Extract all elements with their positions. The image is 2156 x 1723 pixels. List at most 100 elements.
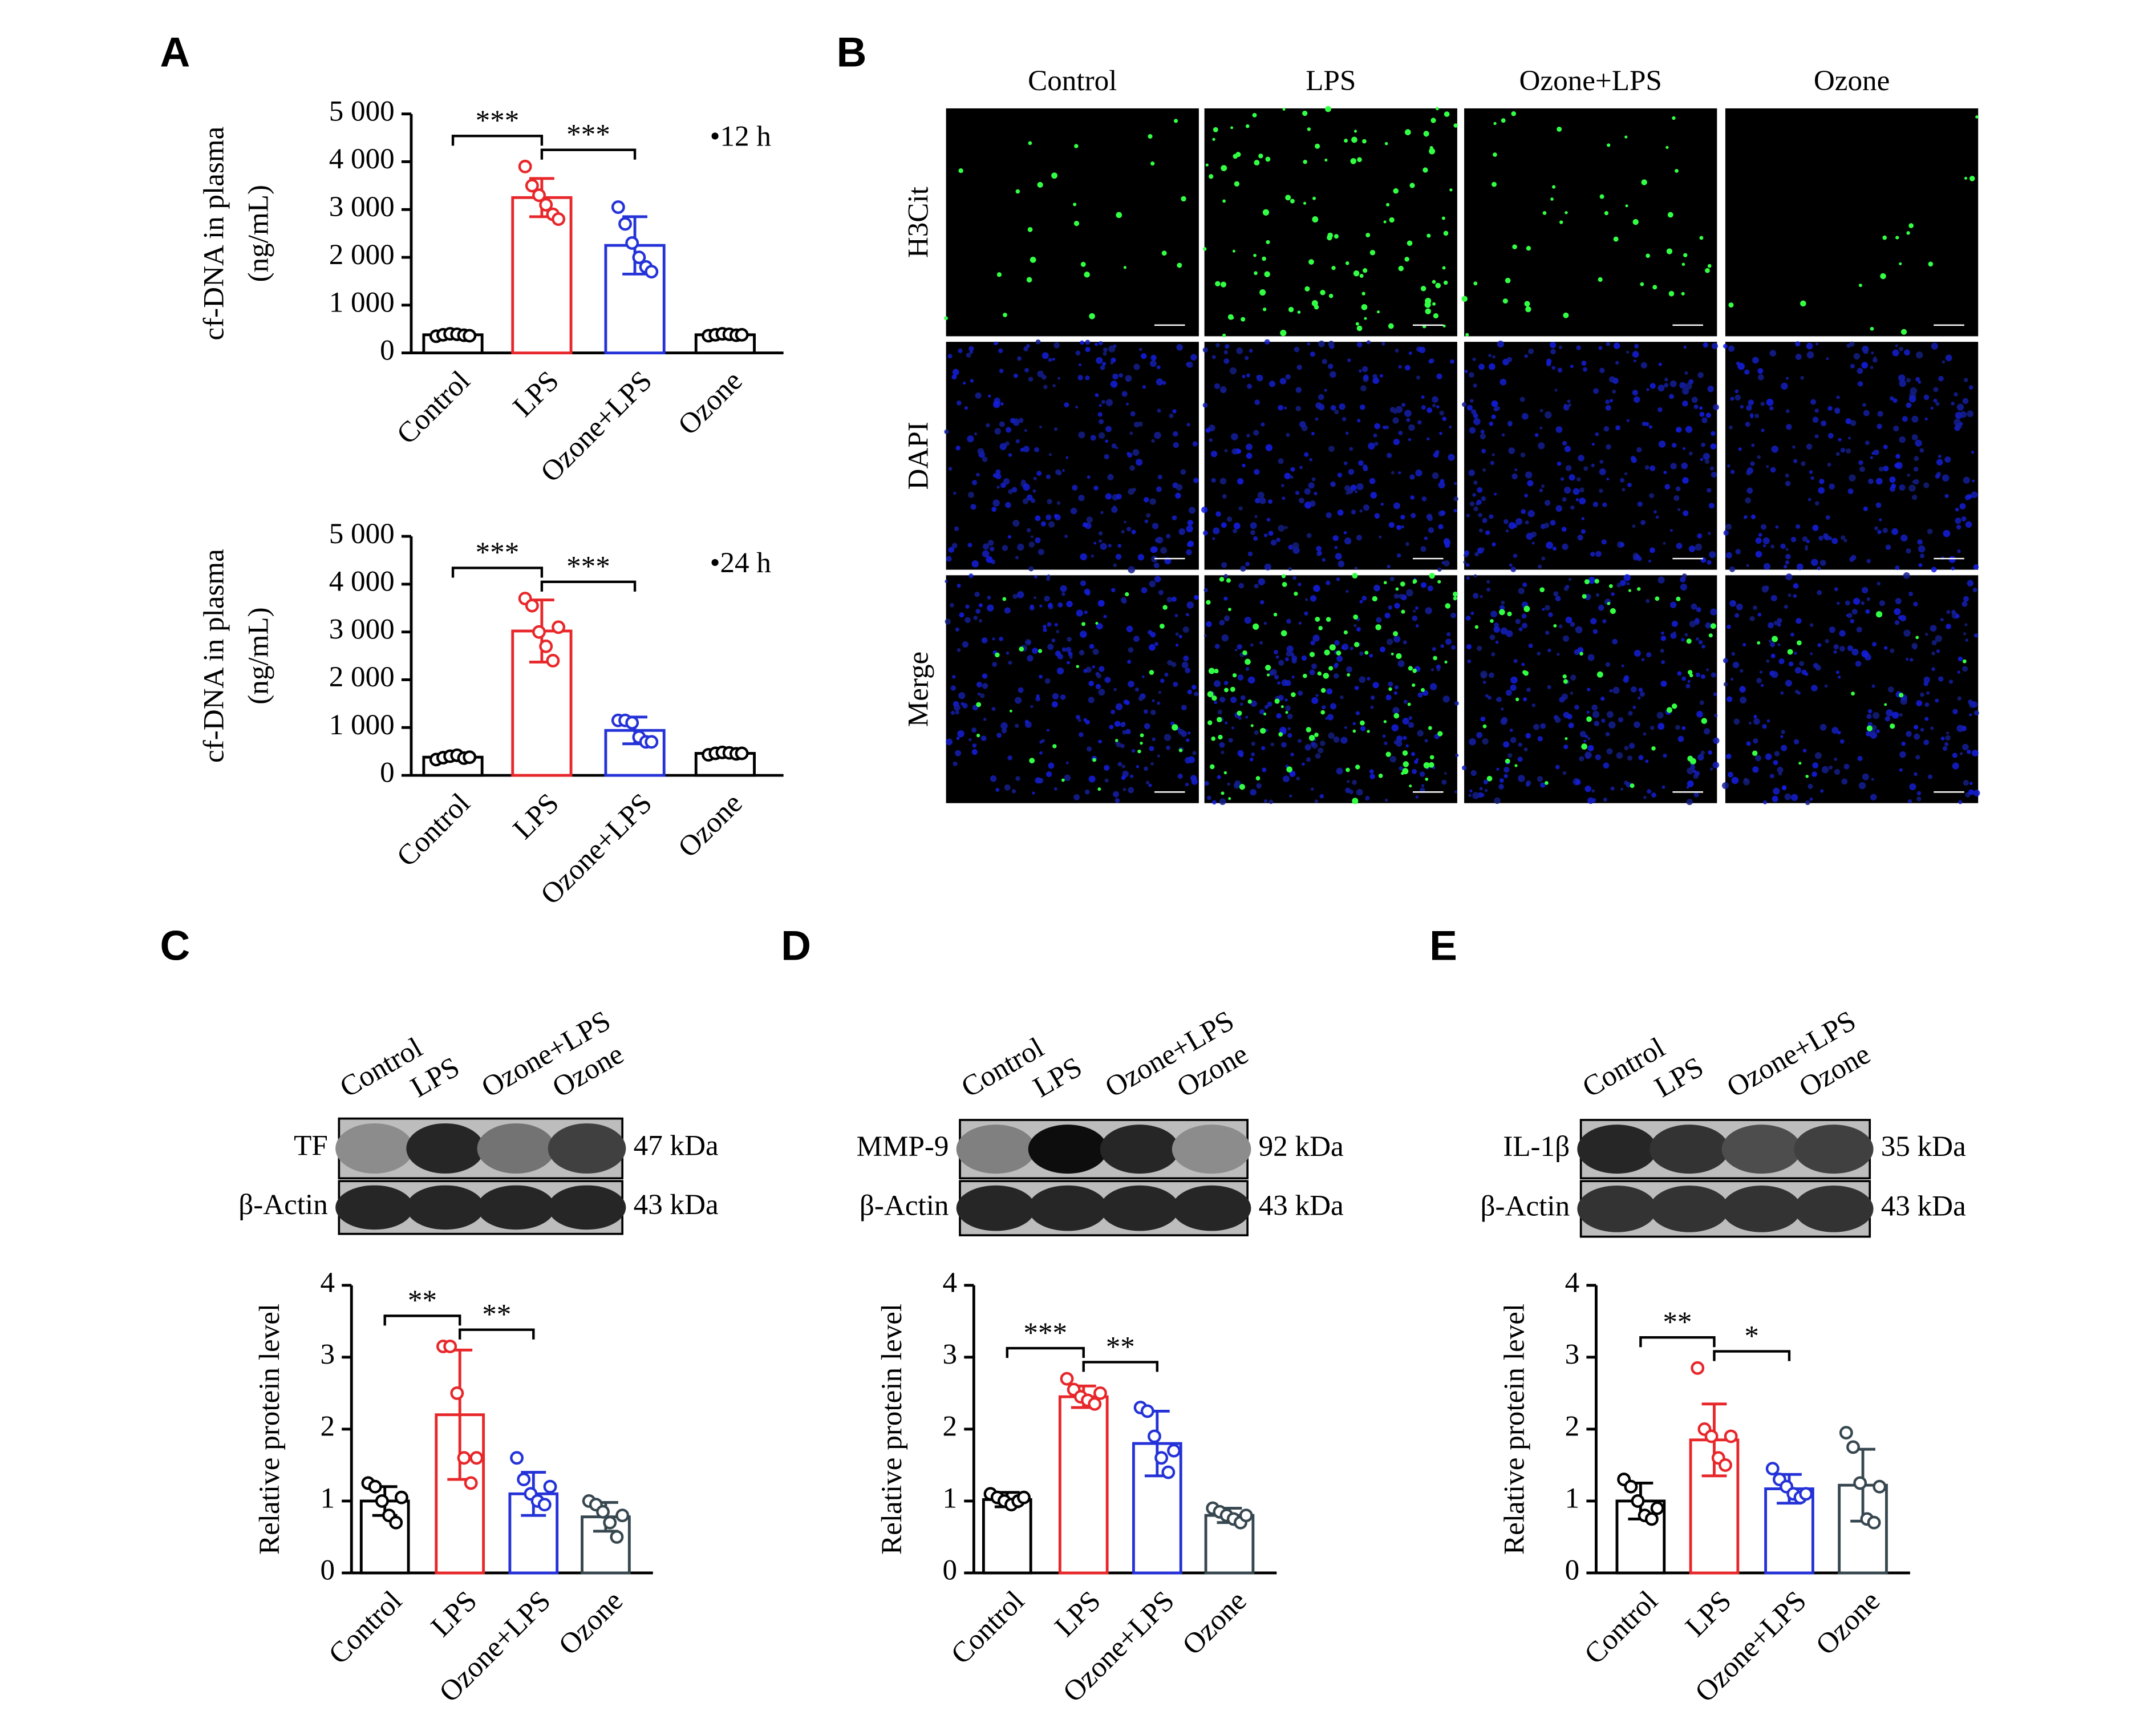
nucleus — [1111, 506, 1118, 513]
h3cit-spot — [1430, 118, 1436, 123]
nucleus — [1142, 385, 1146, 389]
nucleus — [1731, 776, 1739, 784]
nucleus — [1158, 690, 1162, 694]
nucleus — [1862, 587, 1869, 593]
nucleus — [1145, 780, 1150, 784]
nucleus — [1826, 357, 1829, 361]
nucleus — [1391, 471, 1395, 475]
nucleus — [1442, 416, 1447, 421]
h3cit-spot — [1409, 183, 1415, 188]
nucleus — [1290, 652, 1295, 657]
nucleus — [1222, 494, 1227, 499]
nucleus — [1249, 757, 1254, 762]
h3cit-spot — [1473, 281, 1478, 286]
nucleus — [1231, 448, 1238, 455]
nucleus — [1927, 774, 1933, 779]
nucleus — [995, 474, 1002, 480]
nucleus — [1013, 373, 1018, 378]
nucleus — [1298, 583, 1302, 587]
nucleus — [976, 681, 982, 687]
h3cit-spot — [1376, 310, 1380, 314]
nucleus — [1338, 560, 1345, 568]
nucleus — [1440, 510, 1446, 516]
nucleus — [1344, 726, 1347, 729]
h3cit-spot — [1429, 148, 1436, 155]
nucleus — [1310, 787, 1314, 791]
h3cit-spot — [1361, 304, 1368, 310]
nucleus — [1698, 640, 1703, 645]
nucleus — [1664, 383, 1669, 388]
nucleus — [1131, 529, 1136, 535]
nucleus — [1819, 560, 1826, 567]
nucleus — [956, 400, 962, 406]
nucleus — [1727, 464, 1731, 468]
nucleus — [967, 543, 972, 548]
nucleus — [1710, 608, 1717, 616]
nucleus — [1095, 342, 1099, 346]
nucleus — [1507, 420, 1513, 426]
nucleus — [1682, 387, 1689, 395]
nucleus — [1866, 714, 1872, 719]
data-point — [457, 1451, 471, 1465]
nucleus — [1181, 705, 1187, 711]
nucleus — [1263, 621, 1267, 625]
nucleus — [1590, 618, 1597, 625]
nucleus — [1352, 722, 1356, 726]
nucleus — [1527, 348, 1534, 354]
h3cit-spot — [1364, 650, 1369, 655]
nucleus — [1592, 501, 1599, 507]
nucleus — [1262, 767, 1267, 772]
nucleus — [1085, 339, 1091, 345]
nucleus — [1606, 342, 1611, 346]
nucleus — [1130, 411, 1136, 416]
h3cit-spot — [1443, 230, 1449, 236]
h3cit-spot — [1002, 597, 1007, 601]
nucleus — [1432, 647, 1436, 652]
nucleus — [1432, 472, 1439, 479]
nucleus — [1432, 396, 1438, 403]
nucleus — [1835, 670, 1839, 674]
column-label: Ozone — [1814, 64, 1890, 97]
nucleus — [1238, 506, 1243, 511]
nucleus — [1401, 402, 1406, 407]
h3cit-spot — [1563, 312, 1569, 318]
nucleus — [1709, 466, 1715, 471]
nucleus — [1284, 406, 1287, 410]
nucleus — [1223, 596, 1228, 601]
nucleus — [1563, 744, 1569, 750]
nucleus — [1035, 537, 1041, 544]
nucleus — [1173, 442, 1179, 448]
nucleus — [1569, 723, 1573, 728]
nucleus — [1806, 540, 1810, 544]
nucleus — [1901, 741, 1906, 746]
nucleus — [1006, 651, 1010, 655]
nucleus — [1406, 418, 1411, 422]
nucleus — [1274, 650, 1278, 654]
blot-band — [548, 1185, 626, 1230]
h3cit-spot — [1378, 773, 1383, 778]
nucleus — [1060, 585, 1067, 592]
nucleus — [1127, 452, 1133, 458]
nucleus — [1877, 581, 1881, 586]
nucleus — [1645, 422, 1650, 426]
nucleus — [1307, 342, 1311, 346]
nucleus — [1330, 405, 1336, 411]
h3cit-spot — [1356, 325, 1363, 331]
nucleus — [1593, 388, 1599, 394]
nucleus — [1282, 775, 1290, 783]
nucleus — [1591, 789, 1595, 793]
nucleus — [978, 618, 983, 623]
nucleus — [1750, 514, 1756, 520]
nucleus — [1102, 362, 1107, 366]
nucleus — [1421, 496, 1427, 501]
h3cit-spot — [1222, 333, 1226, 338]
nucleus — [1645, 759, 1649, 763]
nucleus — [1834, 769, 1841, 775]
nucleus — [1577, 535, 1583, 541]
nucleus — [968, 738, 972, 742]
h3cit-spot — [1323, 673, 1330, 679]
nucleus — [1047, 644, 1054, 650]
nucleus — [1963, 632, 1967, 636]
nucleus — [1790, 536, 1797, 543]
h3cit-spot — [1212, 137, 1215, 141]
